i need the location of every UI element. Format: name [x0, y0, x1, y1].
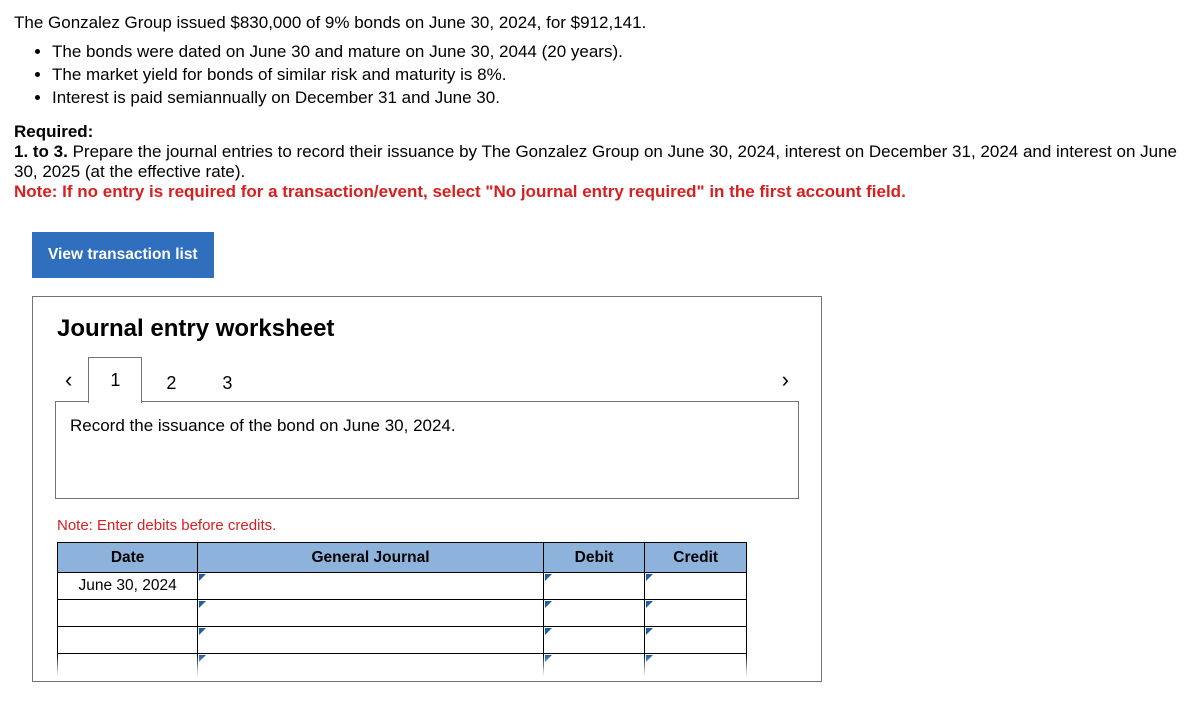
col-header-debit: Debit [543, 543, 645, 573]
table-row: June 30, 2024 [58, 573, 747, 600]
cell-credit[interactable] [645, 654, 747, 681]
tab-3[interactable]: 3 [200, 363, 254, 403]
cell-credit[interactable] [645, 627, 747, 654]
col-header-date: Date [58, 543, 198, 573]
required-text: Prepare the journal entries to record th… [14, 142, 1177, 181]
prev-tab-arrow[interactable]: ‹ [55, 367, 82, 393]
cell-credit[interactable] [645, 573, 747, 600]
bullet-item: Interest is paid semiannually on Decembe… [52, 87, 1186, 110]
next-tab-arrow[interactable]: › [772, 367, 799, 393]
tab-2[interactable]: 2 [144, 363, 198, 403]
col-header-general-journal: General Journal [198, 543, 544, 573]
journal-worksheet-panel: Journal entry worksheet ‹ 1 2 3 › Record… [32, 296, 822, 683]
tab-row: ‹ 1 2 3 › [55, 357, 799, 403]
cell-credit[interactable] [645, 600, 747, 627]
problem-intro: The Gonzalez Group issued $830,000 of 9%… [14, 12, 1186, 35]
journal-table: Date General Journal Debit Credit June 3… [57, 542, 747, 681]
debits-before-credits-note: Note: Enter debits before credits. [57, 517, 799, 534]
table-row [58, 654, 747, 681]
bullet-item: The bonds were dated on June 30 and matu… [52, 41, 1186, 64]
required-note: Note: If no entry is required for a tran… [14, 182, 906, 201]
cell-debit[interactable] [543, 627, 645, 654]
required-prefix: 1. to 3. [14, 142, 68, 161]
required-label: Required: [14, 122, 93, 141]
cell-general-journal[interactable] [198, 627, 544, 654]
required-block: Required: 1. to 3. Prepare the journal e… [14, 122, 1186, 202]
bullet-item: The market yield for bonds of similar ri… [52, 64, 1186, 87]
cell-date[interactable] [58, 654, 198, 681]
table-header-row: Date General Journal Debit Credit [58, 543, 747, 573]
cell-date[interactable]: June 30, 2024 [58, 573, 198, 600]
cell-debit[interactable] [543, 654, 645, 681]
cell-debit[interactable] [543, 600, 645, 627]
cell-general-journal[interactable] [198, 600, 544, 627]
entry-prompt: Record the issuance of the bond on June … [55, 401, 799, 499]
cell-date[interactable] [58, 600, 198, 627]
view-transaction-list-button[interactable]: View transaction list [32, 232, 214, 278]
cell-debit[interactable] [543, 573, 645, 600]
col-header-credit: Credit [645, 543, 747, 573]
tab-1[interactable]: 1 [88, 357, 142, 403]
cell-date[interactable] [58, 627, 198, 654]
bullet-list: The bonds were dated on June 30 and matu… [14, 41, 1186, 110]
cell-general-journal[interactable] [198, 654, 544, 681]
table-row [58, 600, 747, 627]
worksheet-title: Journal entry worksheet [57, 315, 799, 343]
table-row [58, 627, 747, 654]
cell-general-journal[interactable] [198, 573, 544, 600]
tab-container: 1 2 3 [88, 357, 256, 403]
